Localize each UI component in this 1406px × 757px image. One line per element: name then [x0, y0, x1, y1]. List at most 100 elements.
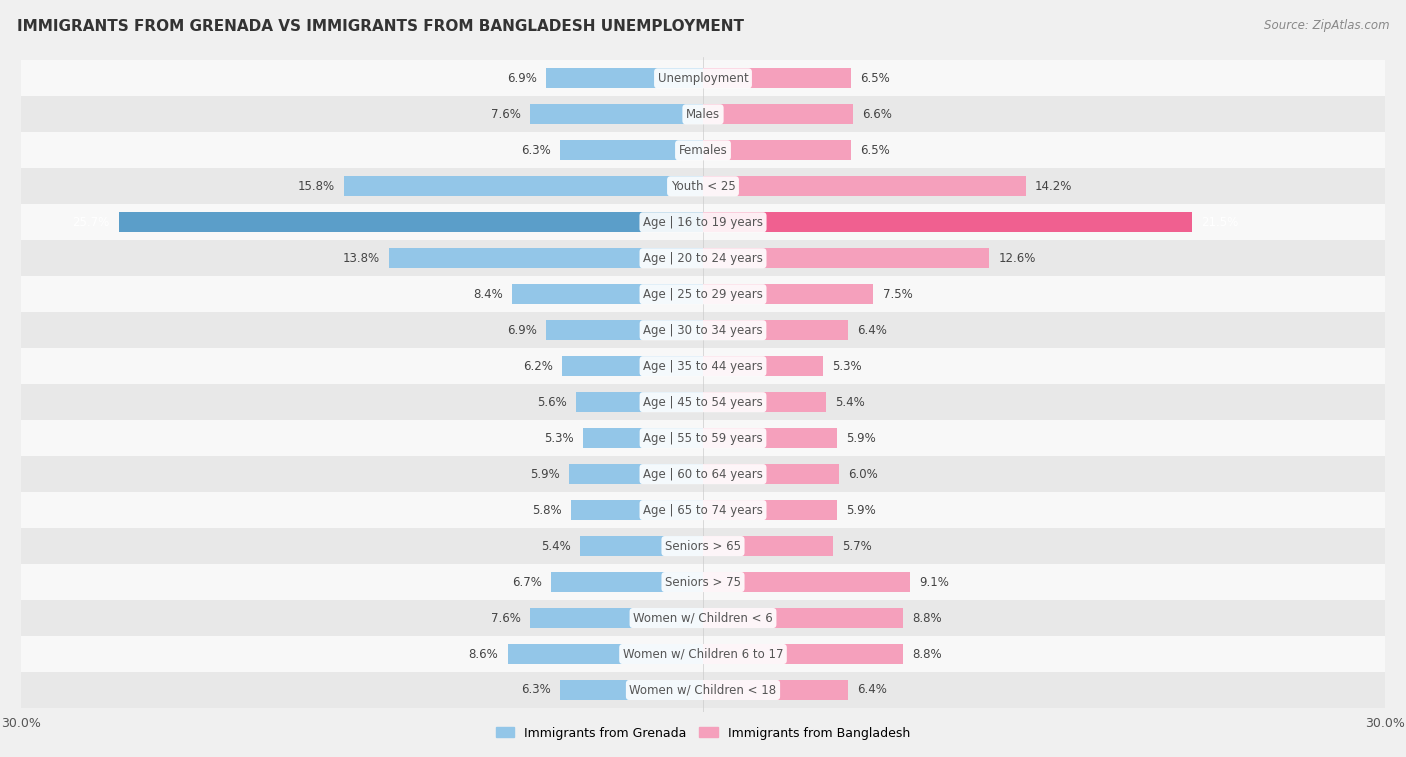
Bar	[530, 104, 703, 124]
Text: 5.7%: 5.7%	[842, 540, 872, 553]
Bar	[512, 285, 703, 304]
Text: 6.5%: 6.5%	[860, 72, 890, 85]
Text: 8.8%: 8.8%	[912, 612, 942, 625]
Legend: Immigrants from Grenada, Immigrants from Bangladesh: Immigrants from Grenada, Immigrants from…	[491, 721, 915, 745]
Text: Source: ZipAtlas.com: Source: ZipAtlas.com	[1264, 19, 1389, 32]
Text: Unemployment: Unemployment	[658, 72, 748, 85]
Text: Males: Males	[686, 107, 720, 121]
Text: 6.5%: 6.5%	[860, 144, 890, 157]
Bar	[703, 320, 848, 340]
Bar	[21, 420, 1385, 456]
Text: 21.5%: 21.5%	[1201, 216, 1239, 229]
Text: 13.8%: 13.8%	[343, 252, 380, 265]
Bar	[546, 320, 703, 340]
Bar	[703, 644, 903, 664]
Text: Age | 16 to 19 years: Age | 16 to 19 years	[643, 216, 763, 229]
Text: 6.9%: 6.9%	[508, 324, 537, 337]
Text: Age | 35 to 44 years: Age | 35 to 44 years	[643, 360, 763, 372]
Bar	[344, 176, 703, 196]
Text: 5.9%: 5.9%	[530, 468, 560, 481]
Bar	[120, 213, 703, 232]
Bar	[21, 492, 1385, 528]
Bar	[21, 636, 1385, 672]
Bar	[582, 428, 703, 448]
Text: 6.4%: 6.4%	[858, 324, 887, 337]
Text: Age | 25 to 29 years: Age | 25 to 29 years	[643, 288, 763, 301]
Text: 15.8%: 15.8%	[298, 180, 335, 193]
Text: 6.3%: 6.3%	[522, 144, 551, 157]
Text: 5.8%: 5.8%	[533, 503, 562, 516]
Bar	[21, 132, 1385, 168]
Text: 5.9%: 5.9%	[846, 431, 876, 444]
Bar	[21, 204, 1385, 240]
Text: 25.7%: 25.7%	[73, 216, 110, 229]
Text: 7.5%: 7.5%	[883, 288, 912, 301]
Text: 8.8%: 8.8%	[912, 647, 942, 661]
Bar	[21, 96, 1385, 132]
Text: 6.0%: 6.0%	[848, 468, 879, 481]
Text: Seniors > 65: Seniors > 65	[665, 540, 741, 553]
Bar	[21, 672, 1385, 708]
Text: 5.3%: 5.3%	[544, 431, 574, 444]
Bar	[546, 68, 703, 89]
Bar	[703, 392, 825, 412]
Bar	[703, 536, 832, 556]
Bar	[560, 680, 703, 700]
Bar	[703, 285, 873, 304]
Text: 5.4%: 5.4%	[541, 540, 571, 553]
Bar	[508, 644, 703, 664]
Text: 7.6%: 7.6%	[491, 612, 522, 625]
Text: 5.3%: 5.3%	[832, 360, 862, 372]
Bar	[703, 428, 837, 448]
Bar	[703, 680, 848, 700]
Text: Women w/ Children < 6: Women w/ Children < 6	[633, 612, 773, 625]
Text: 9.1%: 9.1%	[920, 575, 949, 588]
Bar	[21, 528, 1385, 564]
Text: 8.4%: 8.4%	[474, 288, 503, 301]
Bar	[703, 608, 903, 628]
Bar	[21, 276, 1385, 312]
Text: IMMIGRANTS FROM GRENADA VS IMMIGRANTS FROM BANGLADESH UNEMPLOYMENT: IMMIGRANTS FROM GRENADA VS IMMIGRANTS FR…	[17, 19, 744, 34]
Text: 6.9%: 6.9%	[508, 72, 537, 85]
Text: 6.6%: 6.6%	[862, 107, 891, 121]
Bar	[703, 68, 851, 89]
Text: 6.3%: 6.3%	[522, 684, 551, 696]
Bar	[21, 240, 1385, 276]
Text: Females: Females	[679, 144, 727, 157]
Bar	[703, 176, 1026, 196]
Bar	[21, 61, 1385, 96]
Text: Women w/ Children < 18: Women w/ Children < 18	[630, 684, 776, 696]
Text: 6.7%: 6.7%	[512, 575, 541, 588]
Bar	[530, 608, 703, 628]
Bar	[560, 141, 703, 160]
Bar	[571, 500, 703, 520]
Text: Seniors > 75: Seniors > 75	[665, 575, 741, 588]
Text: 6.2%: 6.2%	[523, 360, 553, 372]
Text: Women w/ Children 6 to 17: Women w/ Children 6 to 17	[623, 647, 783, 661]
Bar	[21, 600, 1385, 636]
Bar	[703, 500, 837, 520]
Text: Age | 45 to 54 years: Age | 45 to 54 years	[643, 396, 763, 409]
Text: 14.2%: 14.2%	[1035, 180, 1073, 193]
Bar	[703, 104, 853, 124]
Bar	[21, 385, 1385, 420]
Bar	[21, 312, 1385, 348]
Bar	[21, 456, 1385, 492]
Bar	[575, 392, 703, 412]
Text: 12.6%: 12.6%	[998, 252, 1036, 265]
Bar	[703, 213, 1192, 232]
Bar	[703, 357, 824, 376]
Text: Age | 60 to 64 years: Age | 60 to 64 years	[643, 468, 763, 481]
Text: 6.4%: 6.4%	[858, 684, 887, 696]
Bar	[551, 572, 703, 592]
Bar	[703, 141, 851, 160]
Text: Age | 65 to 74 years: Age | 65 to 74 years	[643, 503, 763, 516]
Bar	[703, 572, 910, 592]
Bar	[703, 248, 990, 268]
Bar	[581, 536, 703, 556]
Text: Age | 30 to 34 years: Age | 30 to 34 years	[643, 324, 763, 337]
Text: 5.9%: 5.9%	[846, 503, 876, 516]
Text: 5.6%: 5.6%	[537, 396, 567, 409]
Bar	[389, 248, 703, 268]
Bar	[21, 348, 1385, 385]
